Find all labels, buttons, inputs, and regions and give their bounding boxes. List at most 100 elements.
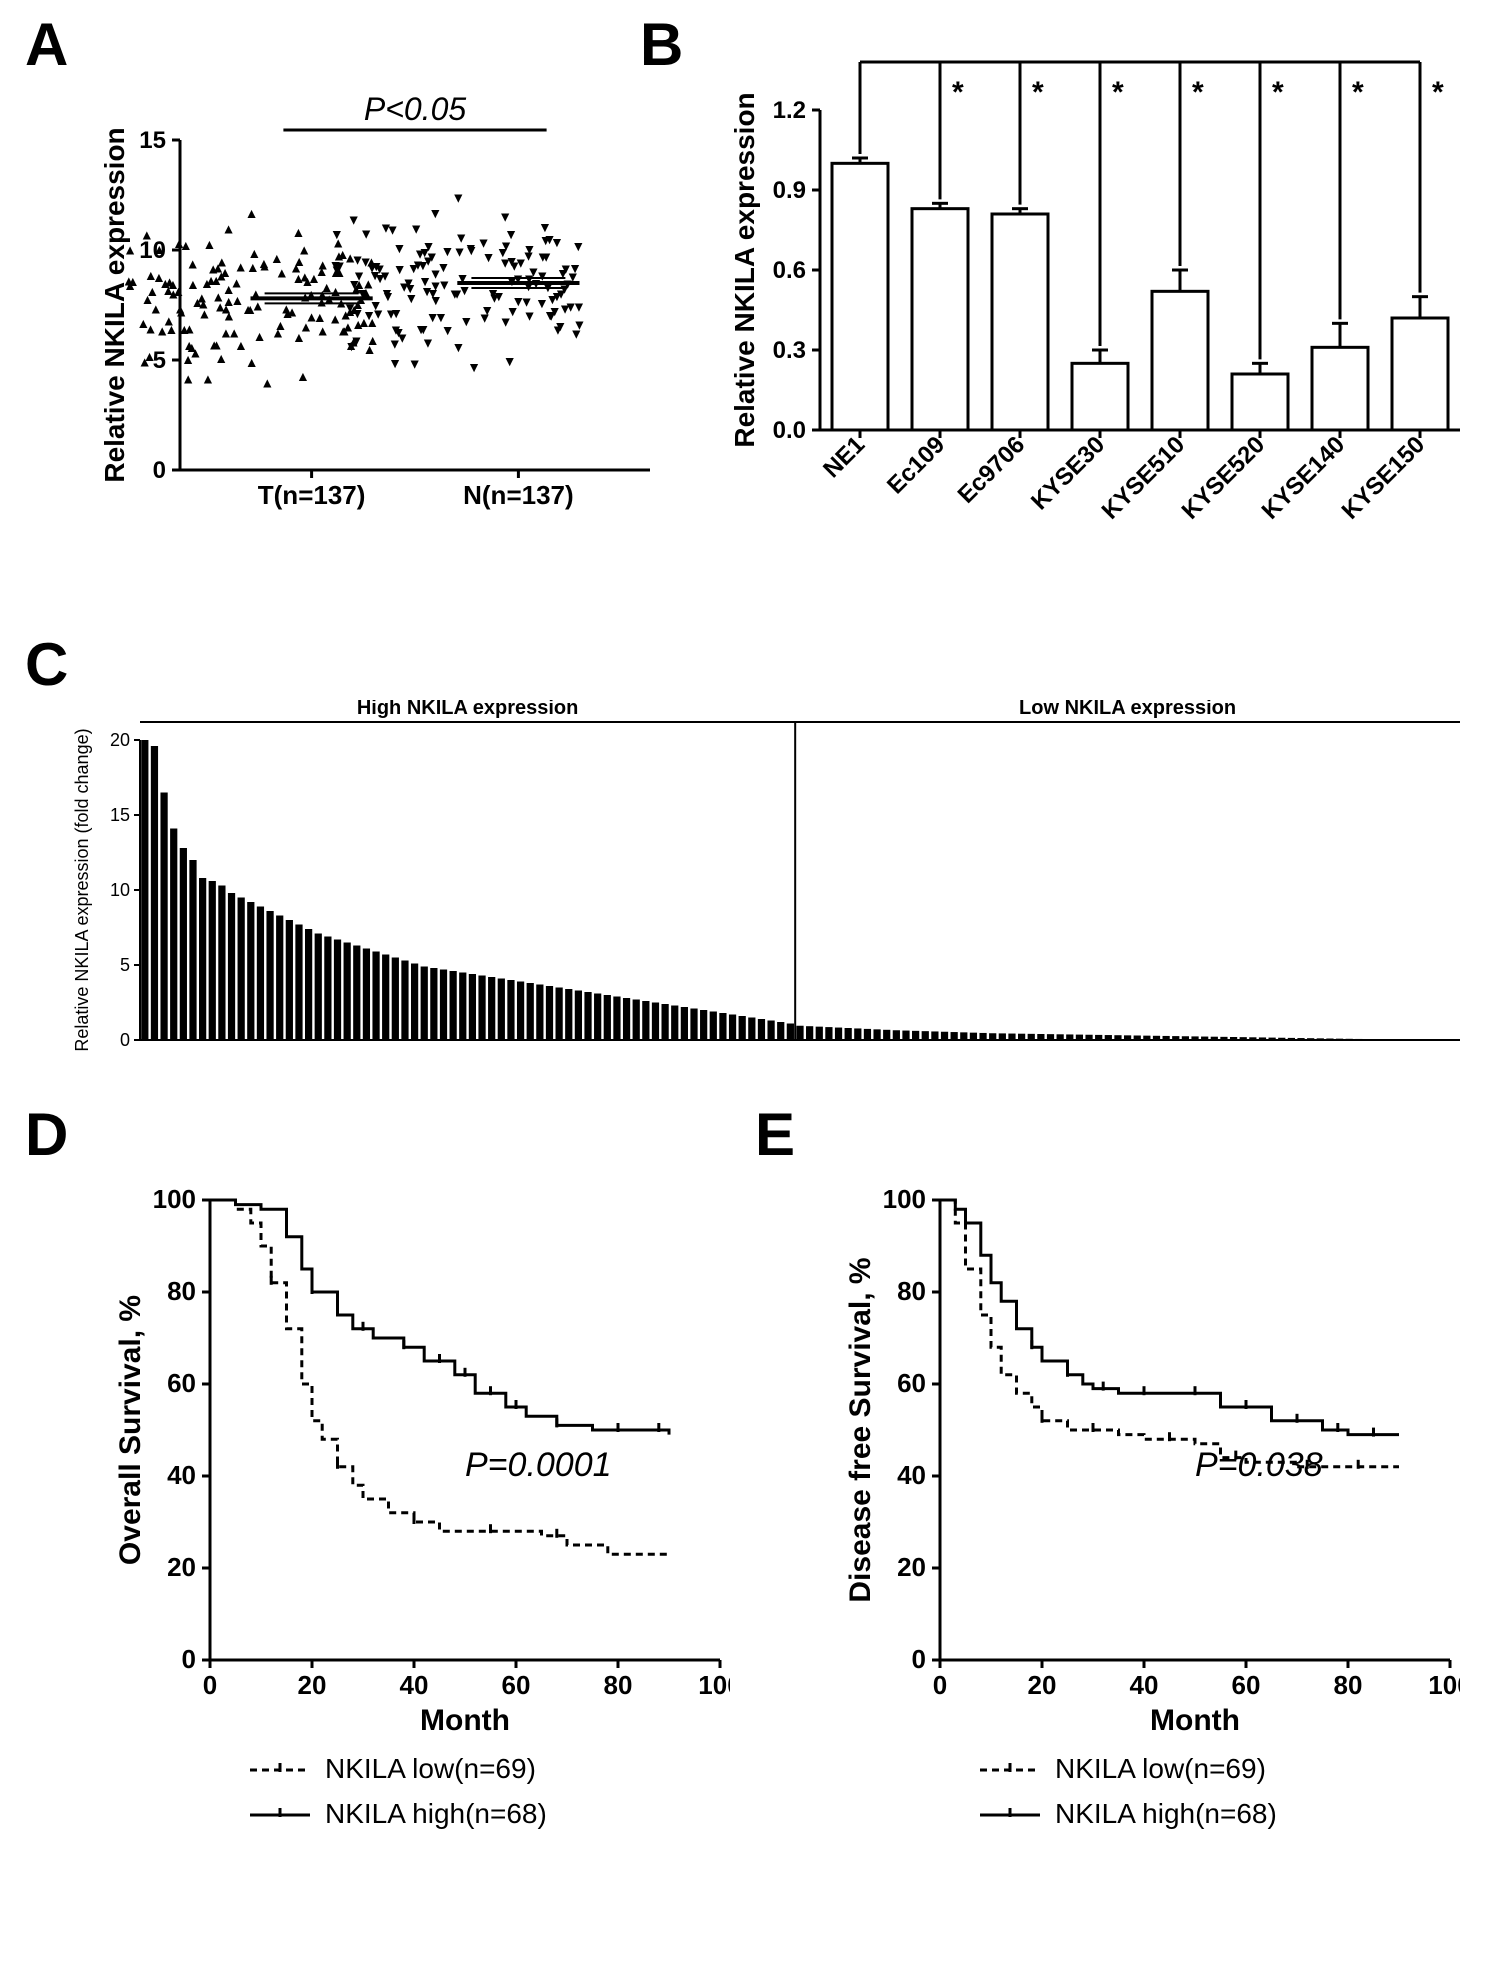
svg-text:▲: ▲ [231, 292, 245, 308]
svg-text:▲: ▲ [336, 323, 350, 339]
svg-text:▼: ▼ [421, 334, 435, 350]
svg-text:15: 15 [139, 127, 166, 154]
svg-text:P=0.0001: P=0.0001 [465, 1446, 612, 1484]
svg-text:40: 40 [1130, 1670, 1159, 1700]
panel-a-chart: 051015Relative NKILA expressionP<0.05T(n… [100, 80, 660, 530]
svg-text:▲: ▲ [253, 328, 267, 344]
svg-text:▲: ▲ [136, 315, 150, 331]
svg-text:▼: ▼ [543, 307, 557, 323]
svg-text:▲: ▲ [275, 264, 289, 280]
svg-text:0.9: 0.9 [773, 177, 806, 204]
svg-text:▲: ▲ [215, 254, 229, 270]
svg-text:▲: ▲ [162, 313, 176, 329]
svg-text:Ec9706: Ec9706 [953, 431, 1031, 509]
svg-text:▲: ▲ [144, 267, 158, 283]
svg-text:▼: ▼ [503, 353, 517, 369]
svg-text:KYSE520: KYSE520 [1177, 431, 1271, 525]
svg-text:▼: ▼ [514, 255, 528, 271]
svg-text:▲: ▲ [222, 221, 236, 237]
svg-text:▲: ▲ [260, 374, 274, 390]
svg-text:▲: ▲ [296, 368, 310, 384]
svg-text:▼: ▼ [343, 300, 357, 316]
svg-text:▼: ▼ [504, 226, 518, 242]
svg-text:▲: ▲ [270, 250, 284, 266]
svg-text:0: 0 [120, 1030, 130, 1050]
svg-text:▼: ▼ [522, 278, 536, 294]
svg-text:▲: ▲ [141, 291, 155, 307]
svg-text:▲: ▲ [143, 348, 157, 364]
svg-text:100: 100 [1428, 1670, 1460, 1700]
svg-text:▼: ▼ [539, 248, 553, 264]
svg-text:▼: ▼ [409, 220, 423, 236]
svg-text:▲: ▲ [234, 337, 248, 353]
svg-text:▲: ▲ [257, 255, 271, 271]
svg-text:Relative NKILA expression: Relative NKILA expression [730, 92, 760, 447]
svg-text:▼: ▼ [330, 226, 344, 242]
svg-text:100: 100 [698, 1670, 730, 1700]
svg-text:20: 20 [167, 1552, 196, 1582]
svg-text:▲: ▲ [201, 371, 215, 387]
svg-text:NKILA low(n=69): NKILA low(n=69) [325, 1753, 536, 1784]
svg-text:▼: ▼ [498, 209, 512, 225]
svg-text:▲: ▲ [200, 275, 214, 291]
svg-text:Overall Survival, %: Overall Survival, % [114, 1295, 147, 1565]
svg-text:15: 15 [110, 805, 130, 825]
svg-text:▲: ▲ [123, 241, 137, 257]
svg-text:Month: Month [1150, 1704, 1240, 1737]
svg-text:▼: ▼ [422, 238, 436, 254]
svg-text:KYSE30: KYSE30 [1026, 431, 1110, 515]
svg-text:*: * [952, 76, 964, 109]
svg-text:NKILA low(n=69): NKILA low(n=69) [1055, 1753, 1266, 1784]
svg-text:20: 20 [110, 730, 130, 750]
svg-text:*: * [1192, 76, 1204, 109]
svg-text:▼: ▼ [498, 255, 512, 271]
svg-text:80: 80 [1334, 1670, 1363, 1700]
svg-text:▼: ▼ [573, 317, 587, 333]
svg-text:▼: ▼ [452, 339, 466, 355]
svg-text:▲: ▲ [152, 241, 166, 257]
svg-text:▼: ▼ [359, 226, 373, 242]
svg-text:▲: ▲ [177, 321, 191, 337]
svg-text:▼: ▼ [571, 238, 585, 254]
panel-b-chart: 0.00.30.60.91.2Relative NKILA expression… [730, 40, 1470, 600]
svg-text:▼: ▼ [392, 324, 406, 340]
svg-text:60: 60 [897, 1368, 926, 1398]
panel-c-label: C [25, 630, 68, 699]
svg-text:Disease free Survival, %: Disease free Survival, % [844, 1257, 877, 1602]
svg-text:▲: ▲ [315, 294, 329, 310]
svg-text:▼: ▼ [478, 309, 492, 325]
svg-text:▲: ▲ [185, 339, 199, 355]
svg-text:▼: ▼ [408, 355, 422, 371]
svg-text:KYSE150: KYSE150 [1337, 431, 1431, 525]
svg-text:0: 0 [203, 1670, 217, 1700]
svg-text:100: 100 [883, 1184, 926, 1214]
panel-d-label: D [25, 1100, 68, 1169]
svg-text:20: 20 [298, 1670, 327, 1700]
svg-text:▲: ▲ [123, 277, 137, 293]
svg-text:▲: ▲ [186, 255, 200, 271]
svg-text:▼: ▼ [487, 290, 501, 306]
svg-text:NE1: NE1 [818, 431, 870, 483]
svg-text:40: 40 [897, 1460, 926, 1490]
svg-text:▼: ▼ [388, 355, 402, 371]
panel-d-chart: 020406080100020406080100Overall Survival… [110, 1180, 730, 1920]
svg-text:▼: ▼ [441, 322, 455, 338]
svg-text:Relative NKILA expression: Relative NKILA expression [100, 127, 130, 482]
svg-text:▼: ▼ [568, 260, 582, 276]
panel-e-chart: 020406080100020406080100Disease free Sur… [840, 1180, 1460, 1920]
svg-text:▼: ▼ [393, 261, 407, 277]
svg-text:▲: ▲ [166, 276, 180, 292]
svg-text:20: 20 [897, 1552, 926, 1582]
svg-text:▲: ▲ [202, 236, 216, 252]
svg-text:80: 80 [604, 1670, 633, 1700]
svg-text:*: * [1032, 76, 1044, 109]
svg-text:40: 40 [400, 1670, 429, 1700]
svg-text:▲: ▲ [307, 270, 321, 286]
svg-text:NKILA high(n=68): NKILA high(n=68) [1055, 1798, 1277, 1829]
svg-text:10: 10 [110, 880, 130, 900]
svg-text:▼: ▼ [464, 240, 478, 256]
svg-text:*: * [1272, 76, 1284, 109]
svg-text:▲: ▲ [281, 305, 295, 321]
svg-text:▼: ▼ [523, 307, 537, 323]
svg-text:▼: ▼ [450, 285, 464, 301]
